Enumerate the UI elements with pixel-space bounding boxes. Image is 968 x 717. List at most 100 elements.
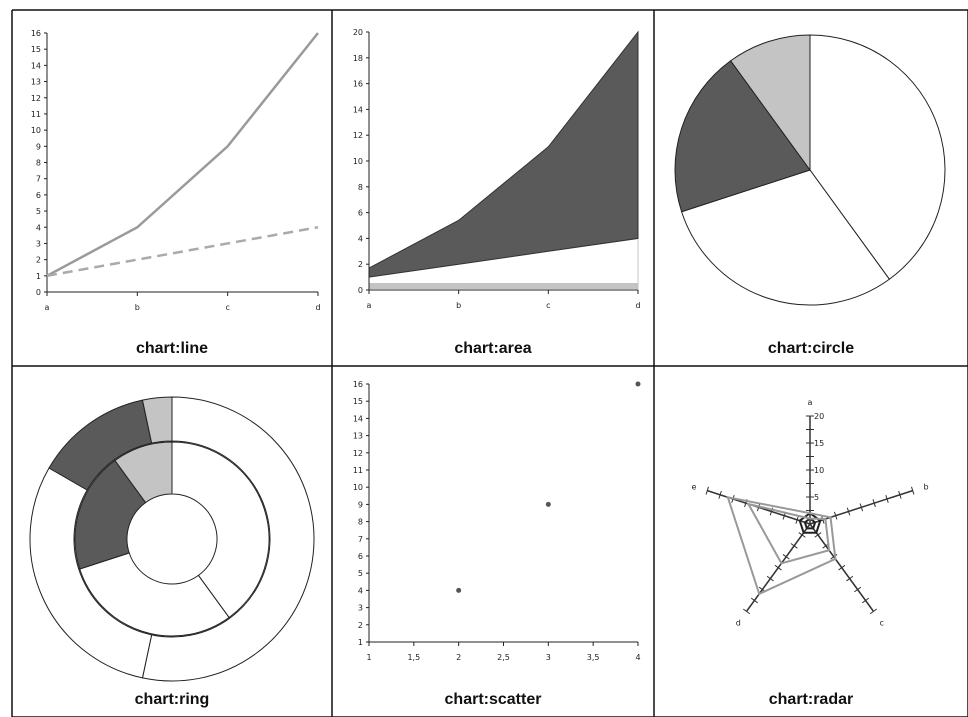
- x-tick-label: 1,5: [407, 653, 420, 662]
- y-tick-label: 4: [358, 586, 363, 595]
- x-tick-label: b: [456, 301, 461, 310]
- radar-series: [803, 517, 817, 530]
- y-tick-label: 12: [31, 94, 41, 103]
- y-tick-label: 3: [358, 604, 363, 613]
- y-tick-label: 18: [353, 54, 363, 63]
- ring-segment: [79, 552, 230, 637]
- radar-series: [746, 502, 831, 565]
- radar-tick-mark: [774, 564, 782, 571]
- y-tick-label: 2: [358, 621, 363, 630]
- radar-tick-mark: [790, 543, 798, 549]
- y-tick-label: 0: [358, 286, 363, 295]
- radar-tick-mark: [885, 495, 889, 503]
- pie-slice: [680, 169, 891, 306]
- y-tick-label: 2: [36, 256, 41, 265]
- chart-caption: chart:area: [454, 340, 532, 357]
- x-tick-label: c: [225, 303, 229, 312]
- radar-series: [726, 495, 837, 596]
- chart-panel: 0 2 4 6 8 10 12 14 16 18 20 a b c d chart:area: [332, 10, 654, 366]
- line-series: [46, 32, 319, 277]
- y-tick-label: 11: [31, 110, 41, 119]
- x-tick-label: c: [546, 301, 550, 310]
- y-tick-label: 4: [36, 223, 41, 232]
- y-tick-label: 4: [358, 234, 363, 243]
- scatter-point: [545, 501, 551, 507]
- y-tick-label: 8: [36, 159, 41, 168]
- chart-caption: chart:ring: [134, 691, 210, 708]
- chart-canvas: [674, 34, 946, 306]
- y-tick-label: 13: [31, 78, 41, 87]
- radar-tick-mark: [859, 503, 864, 512]
- pie-slice: [809, 34, 946, 280]
- x-tick-label: b: [135, 303, 140, 312]
- x-tick-label: a: [45, 303, 50, 312]
- x-tick-label: 2: [456, 653, 461, 662]
- y-tick-label: 8: [358, 183, 363, 192]
- chart-panel: chart:ring: [12, 366, 332, 717]
- line-series: [46, 226, 319, 278]
- area-series: [368, 30, 639, 278]
- y-tick-label: 5: [36, 207, 41, 216]
- radar-tick-mark: [872, 499, 876, 508]
- y-tick-label: 10: [353, 483, 363, 492]
- y-tick-label: 10: [353, 157, 363, 166]
- y-tick-label: 6: [358, 552, 363, 561]
- chart-caption: chart:line: [135, 340, 208, 357]
- x-tick-label: 3,5: [587, 653, 600, 662]
- radar-tick-mark: [750, 597, 758, 604]
- radar-tick-label: 20: [814, 412, 824, 421]
- y-tick-label: 9: [36, 142, 41, 151]
- radar-tick-mark: [911, 486, 915, 495]
- scatter-point: [635, 381, 641, 387]
- x-tick-label: d: [315, 303, 320, 312]
- radar-category-label: c: [880, 619, 884, 628]
- y-tick-label: 14: [353, 105, 363, 114]
- radar-tick-mark: [869, 608, 878, 615]
- radar-tick-mark: [833, 511, 838, 520]
- radar-category-label: a: [808, 398, 813, 407]
- y-tick-label: 6: [358, 209, 363, 218]
- ring-segment: [171, 441, 270, 619]
- y-tick-label: 15: [31, 45, 41, 54]
- y-tick-label: 0: [36, 288, 41, 297]
- ring-segment: [114, 441, 173, 504]
- chart-caption: chart:radar: [768, 691, 854, 708]
- radar-tick-mark: [846, 507, 851, 516]
- pie-slice: [674, 60, 811, 213]
- y-tick-label: 9: [358, 500, 363, 509]
- radar-tick-mark: [854, 586, 862, 593]
- x-tick-label: 3: [546, 653, 551, 662]
- ring-segment: [141, 396, 315, 682]
- pie-slice: [729, 34, 811, 172]
- radar-tick-label: 15: [814, 439, 824, 448]
- chart-panel: chart:circle: [654, 10, 968, 366]
- y-tick-label: 10: [31, 126, 41, 135]
- y-tick-label: 15: [353, 397, 363, 406]
- radar-tick-mark: [742, 608, 751, 615]
- radar-tick-mark: [862, 597, 870, 604]
- scatter-point: [456, 587, 462, 593]
- chart-panel: a b c d e 5 10 15 20 chart:radar: [654, 366, 968, 717]
- y-tick-label: 12: [353, 449, 363, 458]
- x-tick-label: 2,5: [497, 653, 510, 662]
- y-tick-label: 1: [36, 272, 41, 281]
- y-tick-label: 12: [353, 131, 363, 140]
- chart-canvas: a b c d e 5 10 15 20: [691, 398, 929, 628]
- y-tick-label: 11: [353, 466, 363, 475]
- radar-tick-label: 10: [814, 466, 824, 475]
- radar-tick-mark: [795, 515, 799, 524]
- y-tick-label: 16: [353, 80, 363, 89]
- radar-tick-mark: [798, 532, 806, 538]
- radar-tick-mark: [766, 575, 774, 582]
- radar-tick-mark: [782, 554, 790, 560]
- y-tick-label: 13: [353, 432, 363, 441]
- chart-caption: chart:circle: [767, 340, 855, 357]
- radar-category-label: b: [924, 482, 929, 491]
- radar-tick-mark: [846, 575, 854, 582]
- y-tick-label: 14: [353, 414, 363, 423]
- y-tick-label: 5: [358, 569, 363, 578]
- radar-tick-mark: [898, 490, 902, 499]
- chart-canvas: 0 2 4 6 8 10 12 14 16 18 20 a b c d: [353, 28, 641, 310]
- radar-tick-label: 5: [814, 493, 819, 502]
